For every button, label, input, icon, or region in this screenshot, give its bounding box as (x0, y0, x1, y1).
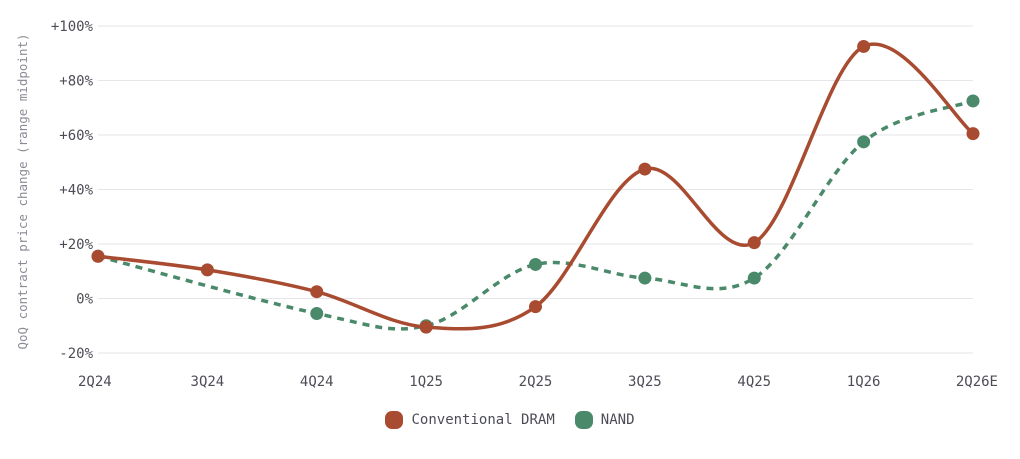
data-point-nand[interactable] (529, 257, 542, 271)
data-point-dram[interactable] (966, 127, 980, 141)
data-point-dram[interactable] (419, 320, 433, 334)
y-tick-label: +60% (59, 128, 93, 144)
data-point-dram[interactable] (310, 285, 324, 299)
data-point-nand[interactable] (638, 271, 652, 285)
x-tick-label: 4Q25 (737, 374, 771, 390)
legend-label-dram: Conventional DRAM (411, 412, 555, 428)
data-point-nand[interactable] (747, 271, 761, 285)
data-point-dram[interactable] (857, 39, 871, 53)
series-lines (96, 42, 975, 331)
data-point-dram[interactable] (638, 162, 652, 176)
series-points (91, 39, 980, 334)
y-tick-label: +20% (59, 237, 93, 253)
x-tick-label: 4Q24 (300, 374, 334, 390)
x-tick-label: 2Q26E (956, 374, 998, 390)
data-point-dram[interactable] (747, 236, 761, 250)
legend-swatch-dram (385, 411, 404, 429)
gridlines (98, 25, 973, 354)
data-point-dram[interactable] (91, 249, 105, 263)
x-tick-label: 3Q25 (628, 374, 662, 390)
legend-item-nand[interactable]: NAND (574, 411, 635, 429)
series-line-dram (96, 42, 975, 331)
y-tick-label: 0% (76, 292, 93, 308)
legend-item-dram[interactable]: Conventional DRAM (385, 411, 555, 429)
x-tick-label: 1Q25 (409, 374, 443, 390)
y-tick-label: +40% (59, 183, 93, 199)
x-tick-label: 3Q24 (191, 374, 225, 390)
legend-label-nand: NAND (600, 412, 635, 428)
data-point-dram[interactable] (529, 300, 542, 314)
y-tick-label: +100% (51, 19, 94, 35)
legend-swatch-nand (574, 411, 593, 429)
x-tick-label: 2Q25 (519, 374, 553, 390)
y-axis-label: QoQ contract price change (range midpoin… (15, 33, 30, 349)
y-tick-labels: -20% 0% +20% +40% +60% +80% +100% (51, 19, 94, 362)
data-point-nand[interactable] (857, 135, 871, 149)
x-tick-label: 2Q24 (78, 374, 112, 390)
data-point-dram[interactable] (200, 263, 214, 277)
data-point-nand[interactable] (310, 306, 324, 320)
x-tick-label: 1Q26 (847, 374, 881, 390)
line-chart: -20% 0% +20% +40% +60% +80% +100% 2Q24 3Q24 4Q24… (15, 19, 998, 390)
data-point-nand[interactable] (966, 94, 980, 108)
y-tick-label: -20% (59, 346, 93, 362)
legend: Conventional DRAM NAND (0, 411, 1020, 429)
x-tick-labels: 2Q24 3Q24 4Q24 1Q25 2Q25 3Q25 4Q25 1Q26 2Q26E (78, 374, 998, 390)
y-tick-label: +80% (59, 74, 93, 90)
